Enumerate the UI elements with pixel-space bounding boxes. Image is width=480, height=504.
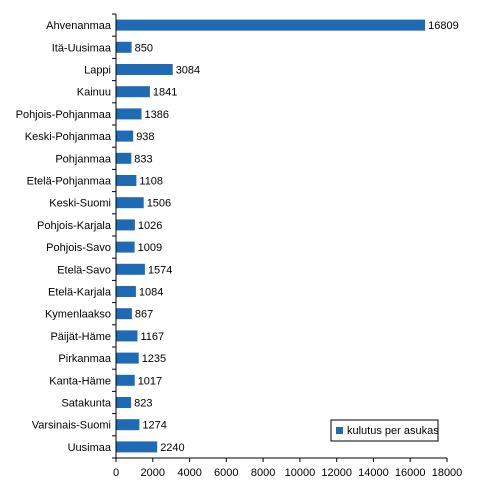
x-tick-label: 16000 xyxy=(395,467,426,479)
category-label: Kainuu xyxy=(77,87,111,99)
bars-layer xyxy=(116,19,426,453)
bar xyxy=(116,330,138,342)
data-label: 1108 xyxy=(139,176,163,188)
category-label: Keski-Pohjanmaa xyxy=(25,131,112,143)
data-label: 1506 xyxy=(147,198,171,210)
category-label: Keski-Suomi xyxy=(49,198,111,210)
x-tick-label: 6000 xyxy=(214,467,238,479)
data-label: 823 xyxy=(134,398,152,410)
data-label: 938 xyxy=(136,131,154,143)
axes-layer xyxy=(112,13,448,462)
bar xyxy=(116,130,134,142)
category-label: Pohjois-Savo xyxy=(46,242,111,254)
bar xyxy=(116,397,132,408)
category-label: Varsinais-Suomi xyxy=(32,420,111,432)
x-tick-label: 12000 xyxy=(321,467,352,479)
bar xyxy=(116,175,137,186)
data-label: 1084 xyxy=(139,287,163,299)
category-label: Uusimaa xyxy=(68,442,112,454)
category-label: Pohjois-Pohjanmaa xyxy=(16,109,112,121)
data-label: 1009 xyxy=(138,242,162,254)
category-label: Satakunta xyxy=(61,398,111,410)
category-label: Kymenlaakso xyxy=(45,309,111,321)
category-label: Pohjanmaa xyxy=(55,153,112,165)
bar xyxy=(116,441,158,453)
category-label: Etelä-Savo xyxy=(57,264,111,276)
bar xyxy=(116,286,136,297)
bar xyxy=(116,41,132,53)
data-label: 16809 xyxy=(428,20,459,32)
data-label: 1235 xyxy=(142,353,166,365)
data-label: 1574 xyxy=(148,264,172,276)
x-tick-label: 10000 xyxy=(285,467,316,479)
bar xyxy=(116,241,135,253)
legend: kulutus per asukas xyxy=(330,419,439,442)
x-tick-label: 2000 xyxy=(141,467,165,479)
data-label: 1026 xyxy=(138,220,162,232)
data-label: 1167 xyxy=(141,331,165,343)
data-label: 867 xyxy=(135,309,153,321)
legend-label: kulutus per asukas xyxy=(347,425,439,437)
data-label: 1274 xyxy=(142,420,166,432)
category-label: Pohjois-Karjala xyxy=(37,220,112,232)
x-tick-label: 14000 xyxy=(358,467,389,479)
category-label: Etelä-Karjala xyxy=(48,287,112,299)
legend-swatch xyxy=(336,427,343,434)
legend-box xyxy=(330,419,439,442)
data-label: 1386 xyxy=(145,109,169,121)
x-tick-label: 8000 xyxy=(251,467,275,479)
bar xyxy=(116,19,426,31)
data-label: 1017 xyxy=(138,375,162,387)
category-label: Päijät-Häme xyxy=(50,331,111,343)
bar xyxy=(116,374,135,386)
bar xyxy=(116,419,140,431)
bar xyxy=(116,308,132,320)
category-label: Pirkanmaa xyxy=(58,353,111,365)
category-label: Lappi xyxy=(84,65,111,77)
x-tick-label: 0 xyxy=(113,467,119,479)
category-label: Ahvenanmaa xyxy=(46,20,112,32)
category-label: Etelä-Pohjanmaa xyxy=(27,176,112,188)
category-label: Kanta-Häme xyxy=(49,375,111,387)
x-tick-label: 18000 xyxy=(432,467,463,479)
category-label: Itä-Uusimaa xyxy=(52,42,112,54)
data-label: 3084 xyxy=(176,65,200,77)
bar xyxy=(116,352,139,364)
bar xyxy=(116,197,144,209)
bar xyxy=(116,86,150,98)
data-label: 850 xyxy=(135,42,153,54)
bar xyxy=(116,108,142,120)
bar xyxy=(116,219,135,231)
bar xyxy=(116,152,132,164)
labels-layer: Ahvenanmaa 16809 Itä-Uusimaa 850 Lappi 3084 Ka… xyxy=(16,20,463,479)
bar xyxy=(116,64,173,75)
data-label: 833 xyxy=(134,153,152,165)
data-label: 2240 xyxy=(160,442,184,454)
data-label: 1841 xyxy=(153,87,177,99)
bar xyxy=(116,263,145,275)
x-tick-label: 4000 xyxy=(177,467,201,479)
